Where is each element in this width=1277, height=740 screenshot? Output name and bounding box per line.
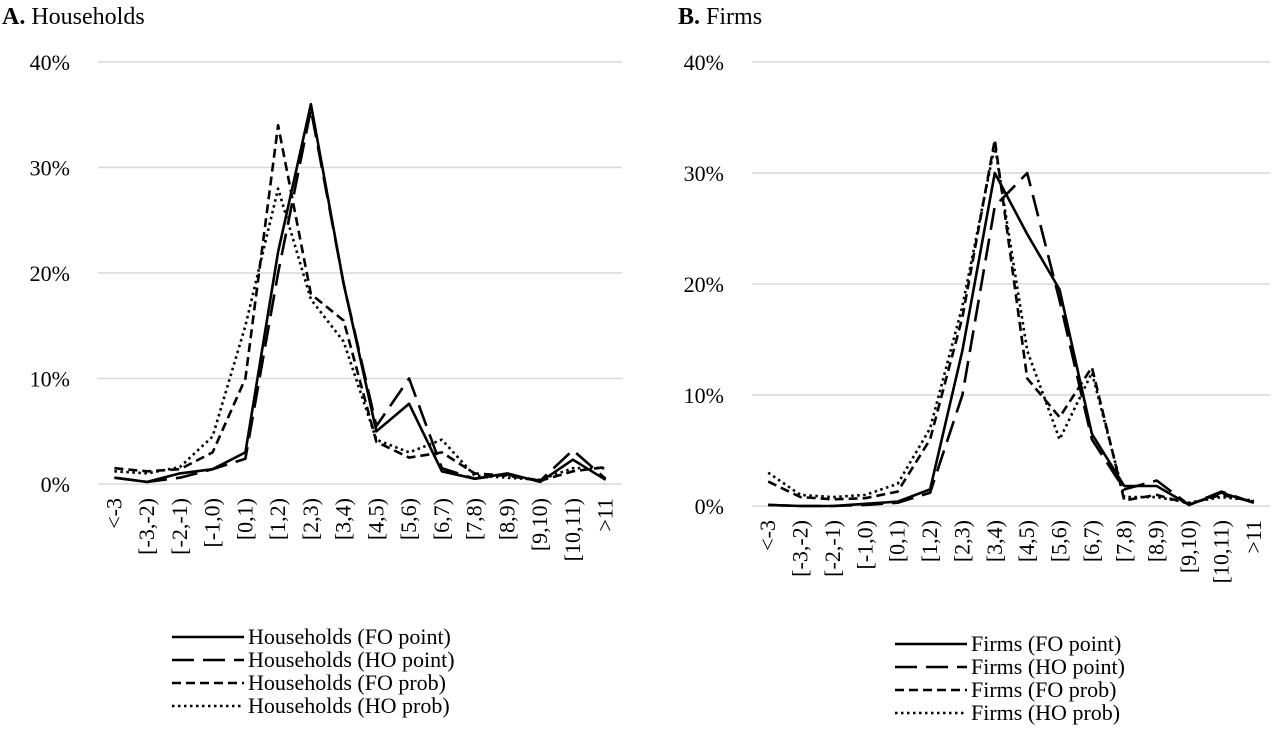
legend-label: Firms (HO prob) — [971, 700, 1120, 725]
x-tick-label: >11 — [1241, 520, 1266, 554]
x-tick-label: [2,3) — [949, 520, 974, 562]
panel-title-firms: B. Firms — [678, 4, 762, 30]
series-line-solid — [114, 102, 607, 484]
x-tick-label: [7,8) — [462, 498, 487, 540]
x-tick-label: [-1,0) — [200, 498, 225, 547]
x-tick-label: [3,4) — [982, 520, 1007, 562]
panel-title-households: A. Households — [2, 4, 145, 30]
x-tick-label: [6,7) — [1079, 520, 1104, 562]
legend-label: Firms (HO point) — [971, 654, 1125, 679]
x-tick-label: <-3 — [101, 498, 126, 529]
plot-area-households: 0% 10% 20% 30% 40% <-3 [-3,-2) [-2,-1) [-1,0) [0,… — [30, 50, 622, 561]
legend-label: Firms (FO prob) — [971, 677, 1116, 702]
x-tick-label: >11 — [593, 498, 618, 532]
y-tick-label: 10% — [30, 367, 70, 392]
x-tick-label: [0,1) — [232, 498, 257, 540]
series-line-shortdash — [114, 124, 606, 483]
legend-label: Firms (FO point) — [971, 631, 1121, 656]
y-tick-label: 20% — [30, 261, 70, 286]
x-tick-label: [-1,0) — [852, 520, 877, 569]
x-tick-label: [1,2) — [265, 498, 290, 540]
panel-title-text-b: Firms — [706, 4, 762, 30]
x-tick-label: [10,11) — [560, 498, 585, 561]
x-tick-label: [7,8) — [1111, 520, 1136, 562]
x-tick-label: [5,6) — [396, 498, 421, 540]
y-tick-label: 0% — [41, 472, 70, 497]
x-tick-label: [-2,-1) — [167, 498, 192, 555]
series-line-longdash — [768, 171, 1255, 508]
x-tick-label: <-3 — [755, 520, 780, 551]
legend-firms: Firms (FO point)Firms (HO point)Firms (F… — [895, 631, 1125, 725]
panel-households: A. Households 0% 10% 20% 30% 40% <-3 [-3,-2) [-2… — [2, 4, 622, 718]
x-tick-label: [4,5) — [363, 498, 388, 540]
legend-label: Households (HO prob) — [248, 693, 450, 718]
y-tick-label: 30% — [30, 156, 70, 181]
x-tick-label: [1,2) — [917, 520, 942, 562]
legend-households: Households (FO point)Households (HO poin… — [172, 624, 455, 718]
y-tick-label: 40% — [684, 50, 724, 75]
x-tick-label: [8,9) — [494, 498, 519, 540]
y-tick-label: 40% — [30, 50, 70, 75]
panel-letter-a: A. — [2, 4, 25, 30]
x-tick-label: [9,10) — [527, 498, 552, 551]
plot-area-firms: 0% 10% 20% 30% 40% <-3 [-3,-2) [-2,-1) [-1,0) [0,… — [684, 50, 1270, 583]
series-line-dotted — [767, 144, 1254, 505]
x-tick-label: [8,9) — [1144, 520, 1169, 562]
x-tick-label: [-3,-2) — [134, 498, 159, 555]
x-tick-label: [-3,-2) — [788, 520, 813, 577]
y-tick-label: 0% — [695, 494, 724, 519]
panel-letter-b: B. — [678, 4, 700, 30]
series-line-dotted — [114, 187, 606, 482]
x-tick-label: [0,1) — [885, 520, 910, 562]
panel-firms: B. Firms 0% 10% 20% 30% 40% <-3 [-3,-2) [-2,-1) [… — [678, 4, 1270, 725]
series-line-shortdash — [767, 138, 1255, 506]
panel-title-text-a: Households — [31, 4, 144, 30]
x-tick-label: [10,11) — [1208, 520, 1233, 583]
legend-label: Households (FO point) — [248, 624, 451, 649]
x-tick-label: [9,10) — [1176, 520, 1201, 573]
series-line-solid — [768, 171, 1255, 508]
x-tick-label: [-2,-1) — [820, 520, 845, 577]
x-tick-label: [4,5) — [1014, 520, 1039, 562]
x-tick-label: [5,6) — [1047, 520, 1072, 562]
x-tick-label: [2,3) — [298, 498, 323, 540]
x-tick-label: [3,4) — [331, 498, 356, 540]
y-tick-label: 30% — [684, 161, 724, 186]
x-tick-label: [6,7) — [429, 498, 454, 540]
series-line-longdash — [114, 108, 607, 484]
y-tick-label: 10% — [684, 383, 724, 408]
legend-label: Households (FO prob) — [248, 670, 446, 695]
legend-label: Households (HO point) — [248, 647, 455, 672]
y-tick-label: 20% — [684, 272, 724, 297]
